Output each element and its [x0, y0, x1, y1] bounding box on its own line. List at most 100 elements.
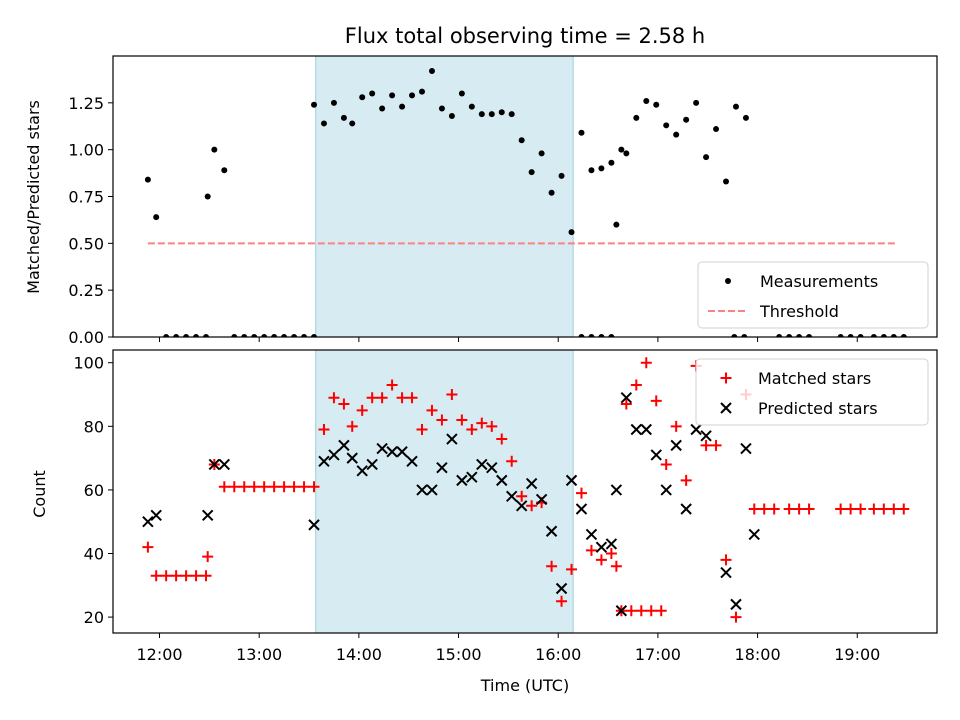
bottom-data-point: [803, 503, 815, 515]
bottom-data-point: [436, 461, 448, 474]
bottom-data-point: [406, 455, 418, 467]
top-data-point: [741, 334, 748, 337]
bottom-data-point: [620, 391, 633, 404]
top-data-point: [508, 111, 515, 118]
bottom-data-point: [228, 481, 240, 493]
top-data-point: [732, 103, 739, 110]
bottom-data-point: [208, 458, 221, 471]
top-data-point: [518, 137, 525, 144]
bottom-legend: Matched stars Predicted stars: [695, 358, 929, 426]
bottom-data-point: [386, 379, 398, 391]
top-legend-box: [697, 261, 929, 329]
top-y-tick-label: 1.00: [68, 141, 104, 160]
top-data-point: [468, 103, 475, 110]
bottom-data-point: [710, 439, 722, 451]
top-shaded-region: [315, 55, 574, 338]
bottom-data-point: [655, 605, 667, 617]
bottom-data-point: [356, 465, 368, 477]
bottom-data-point: [556, 595, 568, 607]
top-data-point: [320, 120, 327, 127]
top-data-point: [301, 334, 308, 337]
top-y-tick-label: 1.25: [68, 94, 104, 113]
bottom-y-tick-label: 20: [84, 608, 104, 627]
top-data-point: [379, 105, 386, 112]
top-data-point: [281, 334, 288, 337]
bottom-data-point: [338, 398, 350, 410]
x-tick-label: 15:00: [435, 645, 481, 664]
bottom-data-point: [700, 430, 712, 442]
bottom-data-point: [476, 458, 488, 471]
bottom-data-point: [575, 503, 588, 515]
top-data-point: [211, 146, 218, 153]
top-data-point: [389, 92, 396, 99]
bottom-plot-frame: [112, 349, 938, 634]
bottom-legend-marker: [720, 402, 732, 414]
bottom-data-point: [170, 570, 182, 582]
bottom-data-point: [386, 446, 398, 458]
series-predicted-stars: [142, 391, 760, 617]
bottom-data-point: [268, 481, 280, 493]
top-data-point: [608, 159, 615, 166]
top-data-point: [409, 92, 416, 99]
bottom-data-point: [585, 544, 597, 556]
bottom-data-point: [516, 490, 528, 502]
bottom-data-point: [680, 503, 692, 515]
bottom-data-point: [758, 503, 770, 515]
bottom-data-point: [748, 503, 760, 515]
top-data-point: [663, 122, 670, 129]
bottom-data-point: [218, 481, 230, 493]
bottom-data-point: [160, 570, 172, 582]
top-data-point: [498, 109, 505, 116]
bottom-data-point: [142, 516, 154, 528]
bottom-data-point: [748, 528, 760, 541]
bottom-data-point: [476, 417, 488, 429]
bottom-legend-marker: [720, 372, 732, 384]
bottom-data-point: [298, 481, 310, 493]
bottom-data-point: [376, 442, 388, 455]
top-data-point: [488, 111, 495, 118]
top-panel: 0.00 0.25 0.50 0.75 1.00 1.25 Measurements Thre…: [68, 55, 938, 347]
bottom-data-point: [625, 605, 637, 617]
bottom-data-point: [868, 503, 880, 515]
bottom-data-point: [456, 474, 468, 487]
bottom-data-point: [898, 503, 910, 515]
top-data-point: [241, 334, 248, 337]
top-legend-label: Threshold: [759, 302, 839, 321]
top-legend: Measurements Threshold: [697, 261, 929, 329]
bottom-data-point: [526, 500, 538, 512]
top-data-point: [598, 165, 605, 172]
bottom-data-point: [396, 392, 408, 404]
bottom-data-point: [615, 605, 628, 617]
bottom-data-point: [486, 461, 498, 474]
top-data-point: [528, 169, 535, 176]
top-data-point: [598, 334, 605, 337]
bottom-data-point: [466, 471, 478, 483]
top-data-point: [608, 334, 615, 337]
bottom-data-point: [585, 528, 598, 541]
bottom-data-point: [278, 481, 290, 493]
top-data-point: [723, 178, 730, 185]
bottom-data-point: [888, 503, 900, 515]
top-data-point: [806, 334, 813, 337]
top-legend-marker: [725, 278, 731, 284]
top-data-point: [340, 114, 347, 121]
top-y-tick-label: 0.00: [68, 328, 104, 347]
series-matched-stars: [142, 357, 910, 623]
top-data-point: [900, 334, 907, 337]
bottom-data-point: [595, 541, 608, 553]
top-data-point: [478, 111, 485, 118]
top-data-point: [428, 67, 435, 74]
top-y-tick-label: 0.75: [68, 188, 104, 207]
bottom-data-point: [630, 379, 642, 391]
bottom-data-point: [288, 481, 300, 493]
bottom-data-point: [180, 570, 192, 582]
bottom-data-point: [396, 446, 408, 458]
bottom-data-point: [610, 560, 622, 572]
bottom-shaded-region: [315, 349, 574, 634]
bottom-data-point: [142, 541, 154, 553]
bottom-data-point: [366, 392, 378, 404]
x-tick-label: 17:00: [635, 645, 681, 664]
top-data-point: [880, 334, 887, 337]
top-data-point: [870, 334, 877, 337]
bottom-data-point: [620, 398, 632, 410]
